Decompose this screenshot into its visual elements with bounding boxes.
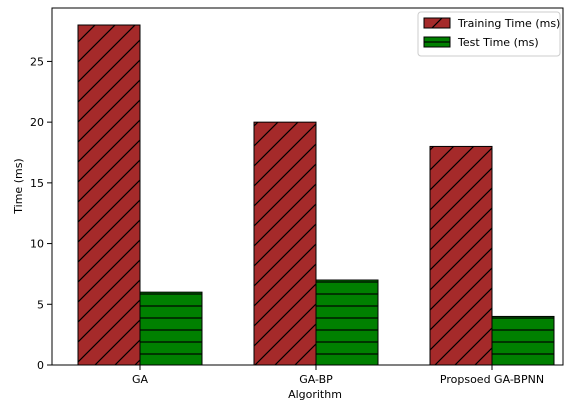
x-tick-label: GA-BP	[299, 373, 333, 386]
bar-hatch-training-1	[253, 121, 317, 366]
y-tick-label: 10	[30, 238, 44, 251]
bar-hatch-training-2	[429, 145, 493, 366]
y-axis-ticks: 0 5 10 15 20 25	[30, 55, 52, 372]
x-tick-label: Propsoed GA-BPNN	[440, 373, 544, 386]
bars-group	[77, 24, 555, 366]
x-axis-ticks: GA GA-BP Propsoed GA-BPNN	[132, 365, 544, 386]
x-tick-label: GA	[132, 373, 149, 386]
y-axis-title: Time (ms)	[12, 158, 25, 214]
y-tick-label: 20	[30, 116, 44, 129]
x-axis-title: Algorithm	[288, 388, 342, 401]
legend-label-training: Training Time (ms)	[457, 17, 560, 30]
legend-swatch-hatch-training	[423, 17, 451, 29]
y-tick-label: 0	[37, 359, 44, 372]
bar-hatch-test-2	[491, 315, 555, 366]
y-tick-label: 15	[30, 177, 44, 190]
legend: Training Time (ms) Test Time (ms)	[417, 11, 561, 57]
legend-box	[417, 11, 561, 57]
bar-hatch-training-0	[77, 24, 141, 366]
y-tick-label: 5	[37, 298, 44, 311]
legend-label-test: Test Time (ms)	[457, 36, 539, 49]
bar-hatch-test-0	[139, 291, 203, 366]
plot-frame	[51, 7, 564, 366]
legend-swatch-hatch-test	[423, 36, 451, 48]
y-tick-label: 25	[30, 55, 44, 68]
bar-hatch-test-1	[315, 279, 379, 366]
